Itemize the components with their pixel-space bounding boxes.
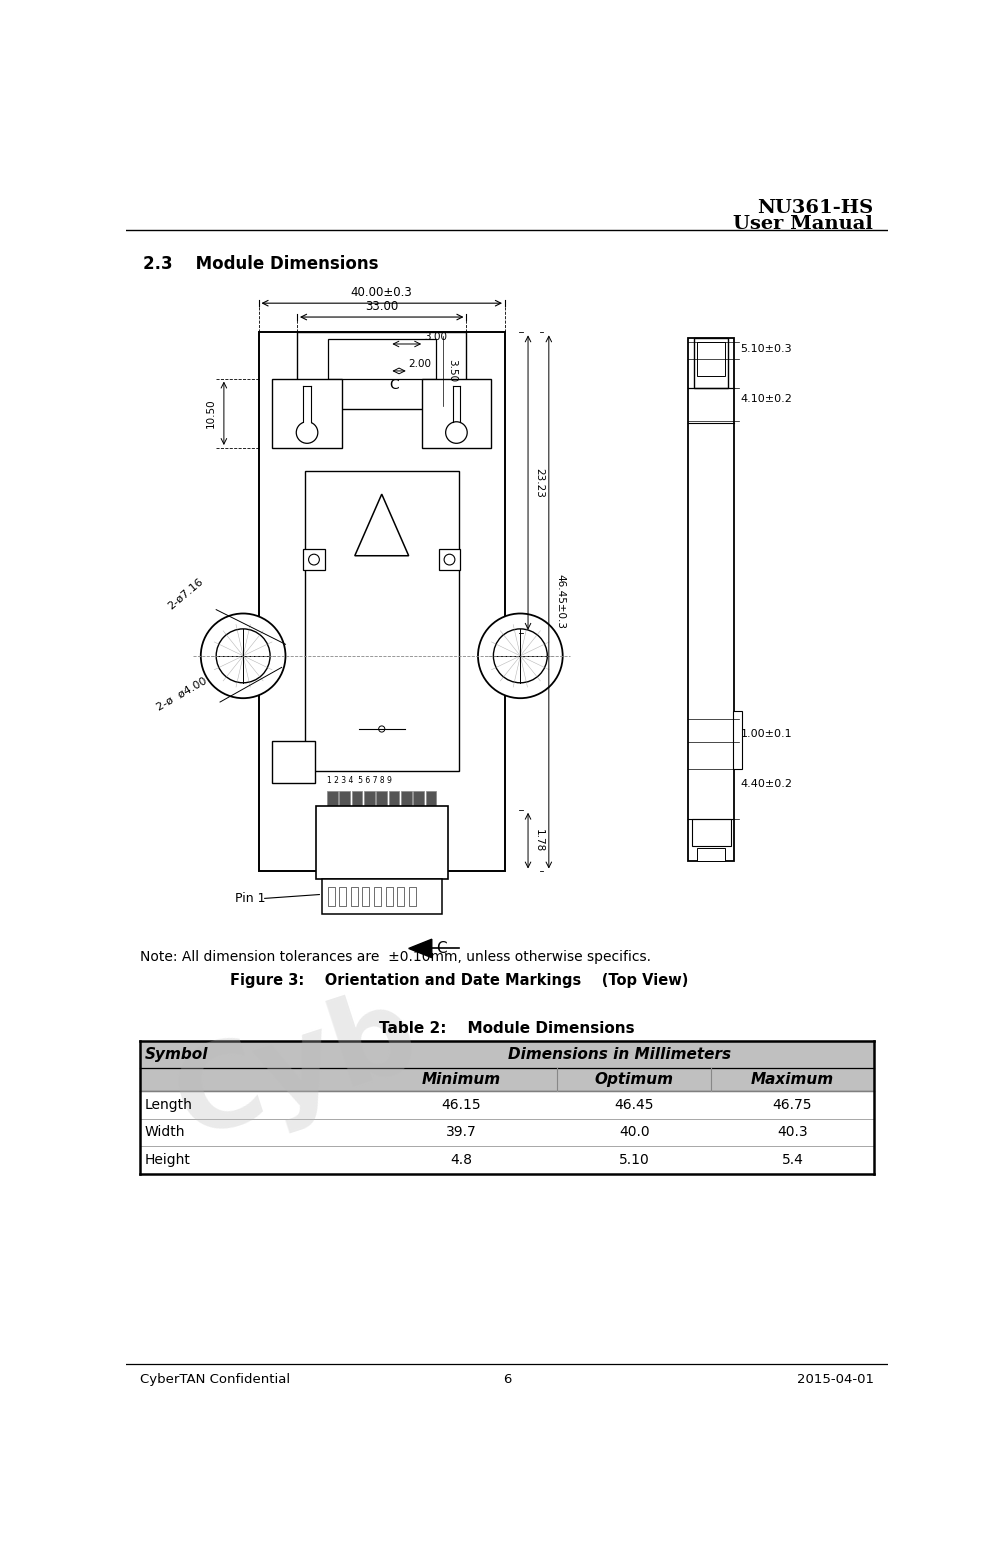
Bar: [386, 887, 393, 906]
Text: 5.4: 5.4: [781, 1153, 803, 1167]
Text: Note: All dimension tolerances are  ±0.10mm, unless otherwise specifics.: Note: All dimension tolerances are ±0.10…: [140, 949, 651, 963]
Circle shape: [494, 629, 547, 683]
Text: 6: 6: [503, 1373, 511, 1386]
Text: 39.7: 39.7: [446, 1126, 477, 1140]
Text: Maximum: Maximum: [751, 1071, 834, 1087]
Bar: [327, 790, 338, 810]
Text: 5.10: 5.10: [619, 1153, 650, 1167]
Bar: [140, 1068, 873, 1092]
Bar: [351, 887, 358, 906]
Text: User Manual: User Manual: [733, 216, 873, 233]
Text: 3.00: 3.00: [424, 332, 447, 341]
Text: NU361-HS: NU361-HS: [757, 199, 873, 217]
Text: 46.45±0.3: 46.45±0.3: [555, 574, 565, 629]
Circle shape: [309, 554, 319, 565]
Circle shape: [201, 613, 286, 698]
Bar: [327, 887, 334, 906]
Text: 23.23: 23.23: [534, 468, 544, 497]
Circle shape: [379, 726, 385, 732]
Text: 2-ø  ø4.00: 2-ø ø4.00: [154, 676, 209, 713]
Text: Minimum: Minimum: [421, 1071, 500, 1087]
Bar: [377, 790, 387, 810]
Text: Height: Height: [144, 1153, 191, 1167]
Bar: [304, 386, 311, 425]
Bar: [297, 333, 467, 410]
Text: Optimum: Optimum: [594, 1071, 674, 1087]
Bar: [327, 338, 435, 378]
Bar: [697, 848, 725, 862]
Text: 46.75: 46.75: [772, 1098, 812, 1112]
Bar: [733, 712, 742, 769]
Text: 1 2 3 4  5 6 7 8 9: 1 2 3 4 5 6 7 8 9: [327, 776, 392, 785]
Bar: [697, 341, 725, 377]
Bar: [389, 790, 400, 810]
Text: Cyb: Cyb: [161, 976, 432, 1162]
Bar: [374, 887, 381, 906]
Text: Dimensions in Millimeters: Dimensions in Millimeters: [507, 1046, 731, 1062]
Bar: [315, 805, 448, 879]
Bar: [688, 338, 735, 862]
Text: 2015-04-01: 2015-04-01: [797, 1373, 873, 1386]
Bar: [398, 887, 405, 906]
Bar: [421, 378, 492, 447]
Text: Table 2:    Module Dimensions: Table 2: Module Dimensions: [380, 1021, 635, 1035]
Circle shape: [297, 422, 317, 443]
Text: 10.50: 10.50: [206, 399, 217, 429]
Text: 40.0: 40.0: [619, 1126, 650, 1140]
Bar: [439, 549, 460, 571]
Text: Length: Length: [144, 1098, 193, 1112]
Bar: [339, 790, 350, 810]
Bar: [272, 740, 315, 784]
Text: Symbol: Symbol: [144, 1046, 208, 1062]
Bar: [413, 790, 424, 810]
Text: Figure 3:    Orientation and Date Markings    (Top View): Figure 3: Orientation and Date Markings …: [230, 973, 688, 988]
Text: 4.10±0.2: 4.10±0.2: [741, 394, 792, 405]
Text: 4.40±0.2: 4.40±0.2: [741, 779, 792, 790]
Bar: [401, 790, 411, 810]
Text: Width: Width: [144, 1126, 185, 1140]
Bar: [692, 820, 731, 846]
Text: C: C: [435, 942, 446, 956]
Bar: [364, 790, 375, 810]
Bar: [694, 338, 728, 388]
Bar: [339, 887, 346, 906]
Bar: [304, 549, 324, 571]
Text: C: C: [390, 378, 400, 393]
Text: 2.3    Module Dimensions: 2.3 Module Dimensions: [143, 255, 379, 274]
Text: 33.00: 33.00: [365, 300, 399, 313]
Circle shape: [478, 613, 563, 698]
Text: Pin 1: Pin 1: [235, 891, 266, 906]
Bar: [425, 790, 436, 810]
Bar: [140, 1040, 873, 1068]
Text: 40.3: 40.3: [777, 1126, 808, 1140]
Circle shape: [444, 554, 455, 565]
Text: 4.8: 4.8: [450, 1153, 472, 1167]
Bar: [258, 333, 505, 871]
Circle shape: [446, 422, 467, 443]
Polygon shape: [355, 494, 408, 555]
Text: 1.78: 1.78: [534, 829, 544, 852]
Bar: [272, 378, 341, 447]
Bar: [305, 471, 459, 771]
Text: 2.00: 2.00: [408, 358, 431, 369]
Text: 2-ø7.16: 2-ø7.16: [166, 577, 205, 612]
Circle shape: [217, 629, 270, 683]
Bar: [352, 790, 363, 810]
Text: 40.00±0.3: 40.00±0.3: [351, 286, 412, 299]
Polygon shape: [408, 940, 432, 957]
Text: 46.45: 46.45: [614, 1098, 654, 1112]
Bar: [408, 887, 415, 906]
Text: 3.50: 3.50: [447, 360, 457, 383]
Bar: [363, 887, 370, 906]
Text: 1.00±0.1: 1.00±0.1: [741, 729, 792, 740]
Text: 5.10±0.3: 5.10±0.3: [741, 344, 792, 355]
Bar: [321, 879, 442, 913]
Text: CyberTAN Confidential: CyberTAN Confidential: [140, 1373, 290, 1386]
Text: 46.15: 46.15: [441, 1098, 481, 1112]
